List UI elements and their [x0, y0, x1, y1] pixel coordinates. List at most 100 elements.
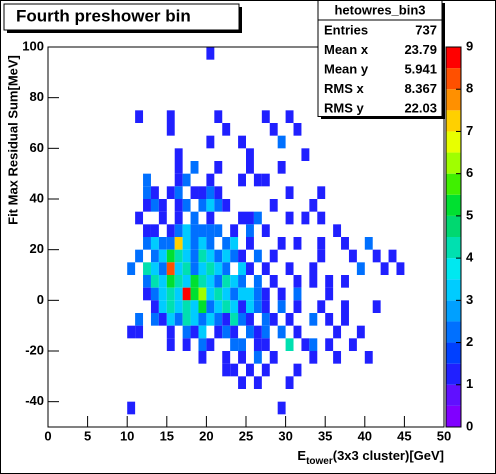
cell — [238, 173, 246, 187]
cell — [150, 237, 159, 250]
cell — [127, 401, 136, 415]
cell — [182, 173, 191, 187]
cell — [190, 161, 199, 174]
y-tick-label: 0 — [37, 292, 44, 307]
cell — [214, 224, 223, 237]
cell — [253, 275, 262, 288]
cell — [246, 262, 254, 275]
x-tick-label: 35 — [318, 428, 332, 443]
cell — [182, 262, 191, 275]
cell — [198, 275, 207, 288]
cell — [293, 237, 302, 250]
cell — [238, 275, 246, 288]
cell — [277, 161, 286, 174]
colorbar-band — [446, 384, 461, 406]
cell — [261, 173, 270, 187]
cell — [143, 186, 151, 199]
cell — [143, 262, 151, 275]
cell — [190, 313, 199, 326]
cell — [285, 376, 294, 389]
cell — [222, 249, 231, 263]
cell — [190, 275, 199, 288]
cell — [198, 300, 207, 313]
cell — [143, 275, 151, 288]
cell — [246, 363, 254, 377]
cell — [253, 376, 262, 389]
cell — [253, 249, 262, 263]
cell — [206, 186, 215, 199]
cell — [166, 313, 175, 326]
cell — [277, 401, 286, 415]
cell — [238, 338, 246, 351]
cell — [150, 262, 159, 275]
x-label-sub: tower — [306, 456, 333, 467]
cell — [380, 262, 389, 275]
cell — [253, 338, 262, 351]
x-tick-label: 40 — [358, 428, 372, 443]
cell — [166, 237, 175, 250]
cell — [214, 325, 223, 339]
axes: 0 5 10 15 20 25 30 35 40 45 50-40-2002040608010001… — [22, 38, 474, 443]
z-tick-label: 3 — [466, 292, 473, 307]
cell — [150, 313, 159, 326]
cell — [293, 325, 302, 339]
cell — [190, 211, 199, 225]
colorbar-band — [446, 237, 461, 259]
cell — [174, 224, 183, 237]
cell — [174, 300, 183, 313]
cell — [158, 237, 167, 250]
cell — [174, 199, 183, 212]
cell — [246, 313, 254, 326]
cell — [348, 249, 357, 263]
cell — [222, 262, 231, 275]
cell — [174, 287, 183, 301]
x-label-rest: (3x3 cluster)[GeV] — [333, 448, 444, 463]
cell — [166, 300, 175, 313]
cell — [325, 313, 334, 326]
cell — [246, 148, 254, 161]
title-box — [3, 3, 240, 31]
cell — [198, 237, 207, 250]
z-tick-label: 8 — [466, 81, 473, 96]
cell — [206, 224, 215, 237]
cell — [277, 237, 286, 250]
cell — [222, 237, 231, 250]
cell — [158, 262, 167, 275]
cell — [293, 287, 302, 301]
cell — [253, 351, 262, 364]
cell — [198, 338, 207, 351]
cell — [198, 199, 207, 212]
z-tick-label: 0 — [466, 418, 473, 433]
cell — [143, 173, 151, 187]
cell — [372, 249, 381, 263]
z-tick-label: 6 — [466, 165, 473, 180]
y-tick-label: 100 — [22, 38, 44, 53]
stats-label: RMS y — [324, 100, 365, 115]
cell — [190, 325, 199, 339]
cell — [364, 237, 373, 250]
cell — [348, 338, 357, 351]
cell — [214, 199, 223, 212]
cell — [150, 224, 159, 237]
cell — [174, 275, 183, 288]
cell — [246, 287, 254, 301]
cell — [182, 224, 191, 237]
cell — [158, 249, 167, 263]
cell — [166, 338, 175, 351]
cell — [214, 110, 223, 123]
cell — [166, 110, 175, 123]
cell — [230, 249, 239, 263]
cell — [190, 237, 199, 250]
cell — [190, 224, 199, 237]
cell — [230, 287, 239, 301]
z-tick-label: 5 — [466, 207, 473, 222]
cell — [135, 211, 144, 225]
cell — [317, 211, 326, 225]
cell — [309, 351, 318, 364]
cell — [277, 325, 286, 339]
z-tick-label: 7 — [466, 123, 473, 138]
cell — [135, 110, 144, 123]
cell — [214, 249, 223, 263]
cell — [238, 249, 246, 263]
